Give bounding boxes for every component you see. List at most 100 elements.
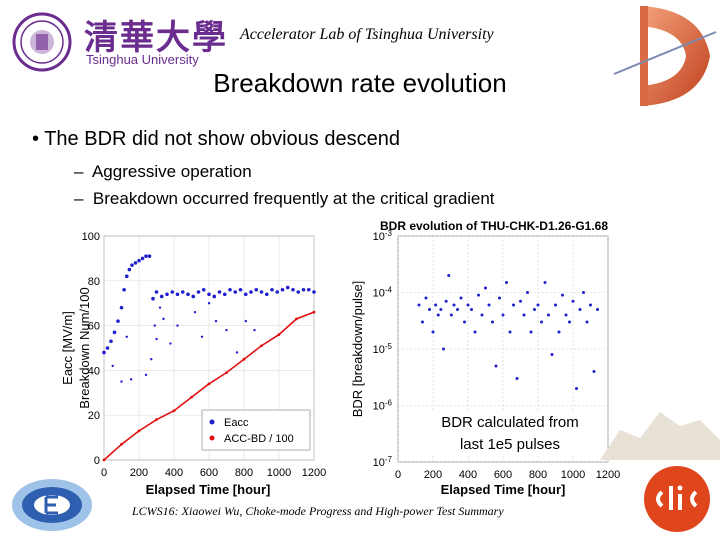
eacc-point	[112, 330, 117, 335]
x-axis-label: Elapsed Time [hour]	[146, 482, 271, 497]
bdr-point	[452, 303, 456, 307]
bdr-point	[466, 303, 470, 307]
accbd-point	[120, 442, 123, 446]
eacc-point	[144, 254, 148, 258]
eacc-point	[259, 290, 264, 294]
logo-text-chinese: 清華大學	[84, 18, 228, 58]
bdr-point	[428, 308, 431, 312]
eacc-point	[228, 287, 232, 292]
bdr-point	[596, 308, 599, 312]
lab-name: Accelerator Lab of Tsinghua University	[240, 26, 494, 43]
eacc-point	[243, 292, 248, 297]
bdr-point	[554, 303, 557, 307]
eacc-point	[301, 287, 306, 292]
bdr-point	[436, 313, 440, 317]
eacc-point	[238, 287, 243, 292]
eacc-point	[170, 290, 175, 294]
eacc-point	[154, 290, 159, 294]
y-tick-label: 60	[88, 321, 100, 333]
eacc-point	[312, 290, 316, 294]
eacc-outlier-point	[106, 346, 109, 350]
eacc-outlier-point	[120, 380, 123, 383]
bdr-point	[508, 330, 512, 334]
x-axis-label: Elapsed Time [hour]	[441, 482, 566, 497]
eacc-outlier-point	[125, 335, 128, 338]
eacc-point	[119, 305, 124, 310]
eacc-outlier-point	[162, 317, 165, 321]
eacc-point	[201, 287, 206, 292]
clic-logo-icon	[644, 466, 710, 532]
accbd-point	[225, 371, 228, 375]
eacc-point	[124, 274, 129, 279]
tsinghua-seal-icon	[12, 12, 72, 72]
eacc-point	[212, 294, 217, 299]
eacc-point	[291, 287, 295, 292]
bdr-point	[526, 291, 529, 294]
eacc-outlier-point	[150, 358, 153, 361]
x-tick-label: 200	[130, 467, 148, 479]
bdr-point	[463, 320, 466, 324]
eacc-point	[191, 294, 196, 299]
y-tick-label: 10-3	[373, 229, 393, 244]
x-tick-label: 400	[165, 467, 183, 479]
bdr-point	[575, 386, 578, 390]
eacc-point	[133, 261, 138, 265]
y-tick-label: 40	[88, 365, 100, 377]
y-axis-label: Eacc [MV/m]	[60, 311, 75, 385]
eacc-point	[147, 254, 152, 258]
bdr-point	[561, 293, 564, 297]
bdr-point	[421, 320, 424, 324]
accbd-point	[207, 382, 211, 386]
bdr-point	[456, 308, 459, 312]
accbd-point	[137, 429, 141, 433]
eacc-outlier-point	[158, 306, 162, 309]
eacc-point	[217, 290, 222, 294]
bdr-point	[424, 296, 428, 300]
eacc-breakdown-chart: 0 200 400 600 800 1000 1200 0 20 40 60 80 100 Eacc A…	[60, 231, 327, 497]
bdr-point	[473, 330, 477, 334]
eacc-outlier-point	[193, 310, 197, 314]
bullet-main: • The BDR did not show obvious descend	[32, 128, 400, 150]
cavity-model-icon	[613, 6, 717, 106]
x-tick-label: 1200	[302, 467, 326, 479]
eacc-outlier-point	[169, 342, 172, 345]
bdr-point	[484, 286, 487, 290]
eacc-outlier-point	[235, 351, 239, 354]
legend-marker-eacc	[209, 419, 215, 425]
accbd-point	[190, 395, 193, 399]
bdr-point	[515, 377, 519, 381]
x-tick-label: 200	[424, 469, 442, 481]
x-tick-label: 1200	[596, 469, 620, 481]
accelerator-logo-icon	[12, 479, 92, 531]
eacc-point	[249, 290, 253, 294]
y-tick-label: 10-6	[373, 398, 393, 413]
y-tick-label: 10-5	[373, 342, 393, 357]
accbd-point	[295, 317, 298, 321]
eacc-point	[165, 292, 169, 297]
bdr-point	[449, 313, 453, 317]
eacc-point	[207, 292, 211, 297]
eacc-outlier-point	[144, 373, 148, 377]
bdr-point	[447, 273, 451, 277]
bdr-point	[543, 281, 547, 285]
eacc-point	[275, 290, 280, 294]
footer-text: LCWS16: Xiaowei Wu, Choke-mode Progress …	[132, 504, 504, 518]
ticks: 0 200 400 600 800 1000 1200 0 20 40 60 80 100	[82, 231, 327, 479]
bdr-point	[578, 308, 582, 312]
bdr-point	[477, 293, 480, 297]
y-tick-label: 100	[82, 231, 100, 243]
accbd-point	[312, 310, 316, 314]
eacc-point	[270, 287, 274, 292]
eacc-point	[140, 256, 145, 261]
bdr-point	[585, 320, 589, 324]
eacc-outlier-point	[155, 337, 158, 341]
bdr-point	[519, 299, 522, 303]
bdr-point	[568, 320, 571, 324]
bdr-point	[480, 313, 484, 317]
bdr-point	[536, 303, 540, 307]
x-tick-label: 600	[494, 469, 512, 481]
eacc-outlier-point	[176, 324, 179, 327]
eacc-outlier-point	[153, 324, 156, 327]
y-tick-label: 80	[88, 276, 100, 288]
bdr-point	[439, 308, 443, 312]
